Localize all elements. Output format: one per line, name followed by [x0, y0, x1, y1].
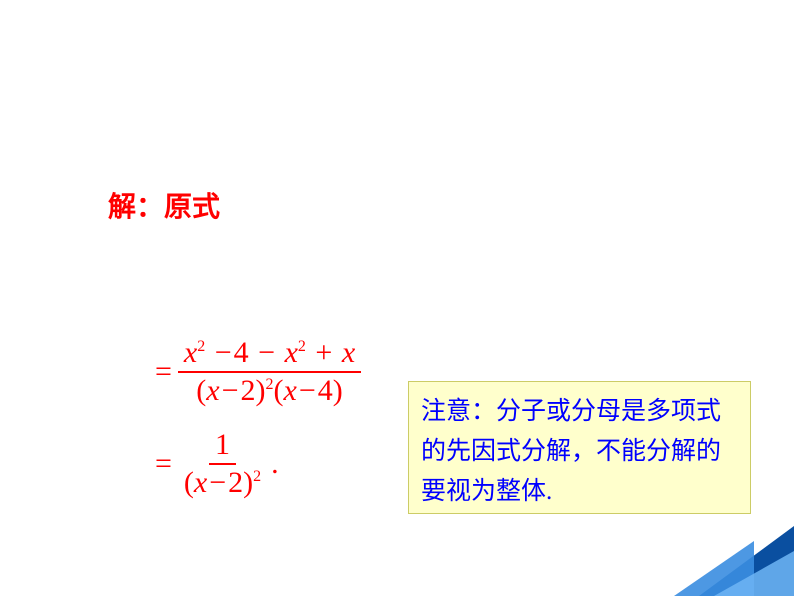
num-4: 4: [318, 374, 333, 407]
corner-decoration-icon: [614, 496, 794, 596]
exponent: 2: [266, 376, 274, 393]
period: .: [271, 447, 279, 481]
lparen: (: [196, 374, 206, 407]
minus: −: [207, 466, 228, 499]
var-x: x: [284, 374, 297, 407]
fraction-1: x2 −4 − x2 + x (x−2)2(x−4): [178, 335, 361, 409]
rparen: ): [333, 374, 343, 407]
rparen: ): [256, 374, 266, 407]
minus: −: [213, 336, 234, 369]
denominator-1: (x−2)2(x−4): [190, 373, 349, 409]
step-2: = 1 (x−2)2 .: [155, 427, 361, 501]
minus: −: [220, 374, 241, 407]
num-4: 4: [234, 336, 249, 369]
equals-sign: =: [155, 355, 172, 389]
num-2: 2: [228, 466, 243, 499]
exponent: 2: [253, 468, 261, 485]
note-box: 注意：分子或分母是多项式的先因式分解，不能分解的要视为整体.: [408, 381, 751, 514]
num-2: 2: [241, 374, 256, 407]
lparen: (: [274, 374, 284, 407]
denominator-2: (x−2)2: [178, 465, 267, 501]
plus: +: [313, 336, 334, 369]
solution-label: 解：原式: [108, 185, 220, 225]
numerator-1: x2 −4 − x2 + x: [178, 335, 361, 373]
lparen: (: [184, 466, 194, 499]
exponent: 2: [197, 338, 205, 355]
minus: −: [297, 374, 318, 407]
var-x: x: [194, 466, 207, 499]
fraction-2: 1 (x−2)2: [178, 427, 267, 501]
var-x: x: [342, 336, 355, 369]
note-text: 注意：分子或分母是多项式的先因式分解，不能分解的要视为整体.: [421, 398, 721, 505]
equals-sign: =: [155, 447, 172, 481]
var-x: x: [206, 374, 219, 407]
exponent: 2: [298, 338, 306, 355]
step-1: = x2 −4 − x2 + x (x−2)2(x−4): [155, 335, 361, 409]
var-x: x: [184, 336, 197, 369]
math-derivation: = x2 −4 − x2 + x (x−2)2(x−4) = 1 (x−2)2: [155, 335, 361, 501]
numerator-2: 1: [209, 427, 236, 465]
rparen: ): [243, 466, 253, 499]
num-1: 1: [215, 428, 230, 461]
var-x: x: [285, 336, 298, 369]
minus: −: [256, 336, 277, 369]
